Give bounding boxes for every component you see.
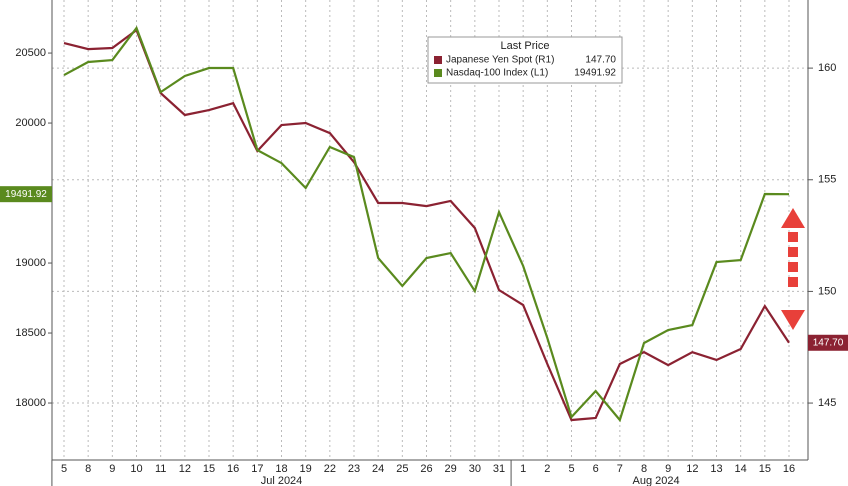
tag-box	[808, 334, 848, 351]
legend-title: Last Price	[501, 40, 550, 52]
x-tick-label: 10	[130, 463, 142, 475]
x-tick-label: 5	[568, 463, 574, 475]
x-tick-label: 5	[61, 463, 67, 475]
y-tick-label: 18500	[15, 327, 46, 339]
tag-box	[0, 186, 52, 203]
legend-value: 19491.92	[574, 68, 616, 79]
x-tick-label: 14	[735, 463, 747, 475]
x-tick-label: 9	[109, 463, 115, 475]
x-tick-label: 26	[420, 463, 432, 475]
x-tick-label: 6	[593, 463, 599, 475]
x-tick-label: 15	[759, 463, 771, 475]
x-group-label: Jul 2024	[261, 475, 303, 486]
y2-tick-label: 150	[818, 285, 836, 297]
x-tick-label: 8	[85, 463, 91, 475]
series-line	[63, 25, 790, 423]
y2-tick-label: 160	[818, 62, 836, 74]
x-tick-label: 31	[493, 463, 505, 475]
x-tick-label: 9	[665, 463, 671, 475]
y2-tick-label: 155	[818, 174, 836, 186]
legend-value: 147.70	[585, 55, 616, 66]
y-tick-label: 20000	[15, 117, 46, 129]
y-tick-label: 18000	[15, 397, 46, 409]
x-tick-label: 12	[686, 463, 698, 475]
y-tick-label: 20500	[15, 47, 46, 59]
last-value-tag: 147.70	[808, 334, 848, 351]
annotation-arrow	[781, 208, 805, 330]
x-tick-label: 23	[348, 463, 360, 475]
x-tick-label: 2	[544, 463, 550, 475]
legend-box	[427, 36, 623, 84]
y2-tick-label: 145	[818, 397, 836, 409]
x-group-label: Aug 2024	[633, 475, 680, 486]
x-tick-label: 1	[520, 463, 526, 475]
x-tick-label: 7	[617, 463, 623, 475]
x-tick-label: 18	[275, 463, 287, 475]
x-tick-label: 8	[641, 463, 647, 475]
x-tick-label: 19	[300, 463, 312, 475]
legend-swatch	[434, 69, 442, 77]
legend-label: Japanese Yen Spot (R1)	[446, 55, 554, 66]
x-tick-label: 29	[445, 463, 457, 475]
last-value-tag: 19491.92	[0, 186, 52, 203]
x-tick-label: 24	[372, 463, 384, 475]
legend-label: Nasdaq-100 Index (L1)	[446, 68, 548, 79]
x-tick-label: 16	[783, 463, 795, 475]
x-tick-label: 11	[155, 463, 166, 475]
x-tick-label: 22	[324, 463, 336, 475]
x-tick-label: 25	[396, 463, 408, 475]
tag-label: 19491.92	[5, 189, 47, 200]
tag-label: 147.70	[813, 337, 844, 348]
y-tick-label: 19000	[15, 257, 46, 269]
x-tick-label: 16	[227, 463, 239, 475]
x-tick-label: 30	[469, 463, 481, 475]
x-tick-label: 15	[203, 463, 215, 475]
series-line	[63, 28, 790, 422]
x-tick-label: 13	[710, 463, 722, 475]
x-tick-label: 12	[179, 463, 191, 475]
x-tick-label: 17	[251, 463, 263, 475]
legend-swatch	[434, 56, 442, 64]
